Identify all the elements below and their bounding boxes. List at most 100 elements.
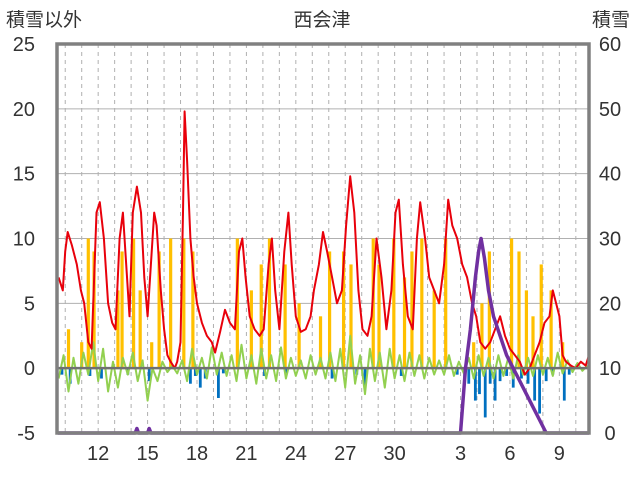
precipitation-bar <box>116 290 120 369</box>
precipitation-bar <box>524 290 529 369</box>
precipitation-bar <box>80 342 84 369</box>
plot-area <box>57 110 590 435</box>
precipitation-bar <box>120 251 124 369</box>
x-tick: 9 <box>554 443 565 465</box>
negative-bar <box>88 368 92 376</box>
precipitation-bar <box>327 251 332 369</box>
precipitation-bar <box>235 238 239 369</box>
x-tick: 15 <box>136 443 158 465</box>
x-tick: 18 <box>186 443 208 465</box>
y-tick-left: 20 <box>13 99 35 121</box>
precipitation-bar <box>402 277 407 369</box>
x-tick: 30 <box>384 443 406 465</box>
negative-bar <box>526 368 530 384</box>
plot-frame <box>55 42 591 435</box>
negative-bar <box>221 368 225 374</box>
negative-bar <box>520 368 523 379</box>
precipitation-bar <box>92 251 96 369</box>
precipitation-bar <box>392 238 396 369</box>
precipitation-bar <box>157 251 161 369</box>
precipitation-bar <box>150 342 154 369</box>
y-tick-left: 0 <box>24 358 35 380</box>
x-tick: 27 <box>334 443 356 465</box>
precipitation-bar <box>531 316 535 369</box>
negative-bar <box>478 368 481 395</box>
precipitation-bar <box>131 238 136 369</box>
y-tick-right: 10 <box>599 358 621 380</box>
precipitation-bar <box>472 342 476 369</box>
precipitation-bar <box>297 303 301 369</box>
y-tick-left: 15 <box>13 164 35 186</box>
precipitation-bar <box>517 251 521 369</box>
y-tick-right: 60 <box>599 34 621 56</box>
negative-bar <box>330 368 334 379</box>
precipitation-bar <box>182 238 186 369</box>
x-tick: 3 <box>455 443 466 465</box>
y-tick-right: 40 <box>599 164 621 186</box>
y-tick-left: 10 <box>13 229 35 251</box>
negative-bar <box>488 368 492 384</box>
x-tick: 21 <box>235 443 257 465</box>
negative-bar <box>60 368 64 375</box>
negative-bar <box>198 368 202 388</box>
precipitation-bar <box>283 264 287 369</box>
gridlines <box>57 44 589 433</box>
precipitation-bar <box>249 290 253 369</box>
precipitation-bar <box>191 251 195 369</box>
negative-bar <box>189 368 192 384</box>
precipitation-bar <box>377 264 381 369</box>
y-tick-left: -5 <box>17 423 35 445</box>
precipitation-bar <box>410 251 414 369</box>
chart-title: 西会津 <box>293 9 350 31</box>
precipitation-bar <box>169 238 173 369</box>
negative-bar <box>399 368 403 376</box>
precipitation-bar <box>86 238 90 369</box>
y-tick-right: 20 <box>599 293 621 315</box>
precipitation-bar <box>432 290 436 369</box>
negative-bar <box>147 368 151 382</box>
negative-bar <box>284 368 288 374</box>
x-tick: 12 <box>87 443 109 465</box>
negative-bar <box>562 368 566 401</box>
precipitation-bar <box>138 290 142 369</box>
y-tick-right: 30 <box>599 229 621 251</box>
negative-bar <box>193 368 197 376</box>
precipitation-bar <box>444 238 448 369</box>
y-tick-right: 50 <box>599 99 621 121</box>
precipitation-bar <box>66 329 71 369</box>
negative-bar <box>505 368 509 376</box>
precipitation-bar <box>341 251 346 369</box>
axis-ticks: -5 0 5 10 15 20 25 0 10 20 30 40 50 60 12 15 18 21 24 27 30 3… <box>13 34 621 465</box>
negative-bar <box>498 368 502 382</box>
precipitation-bar <box>509 238 514 369</box>
negative-bar <box>363 368 367 388</box>
negative-bar <box>533 368 537 401</box>
negative-bar <box>100 368 103 379</box>
precipitation-bar <box>259 264 263 369</box>
negative-bar <box>483 368 487 418</box>
precipitation-bar <box>539 264 543 369</box>
negative-bar <box>473 368 477 401</box>
x-tick: 24 <box>285 443 307 465</box>
negative-bar <box>493 368 497 401</box>
y-tick-left: 5 <box>24 293 35 315</box>
negative-bar <box>567 368 571 375</box>
negative-bar <box>217 368 220 398</box>
left-axis-label: 積雪以外 <box>6 9 82 31</box>
precipitation-bar <box>420 238 424 369</box>
negative-bar <box>538 368 541 414</box>
negative-bar <box>544 368 548 382</box>
precipitation-bar <box>318 316 323 369</box>
negative-bar <box>455 368 459 375</box>
precipitation-bar <box>549 290 553 369</box>
precipitation-bar <box>349 264 353 369</box>
snow_depth-line <box>57 236 589 435</box>
x-tick: 6 <box>504 443 515 465</box>
negative-bar <box>467 368 471 384</box>
precipitation-bar <box>487 251 491 369</box>
y-tick-left: 25 <box>13 34 35 56</box>
precipitation-bar <box>267 238 272 369</box>
temperature-line <box>57 110 590 376</box>
y-tick-right: 0 <box>604 423 615 445</box>
